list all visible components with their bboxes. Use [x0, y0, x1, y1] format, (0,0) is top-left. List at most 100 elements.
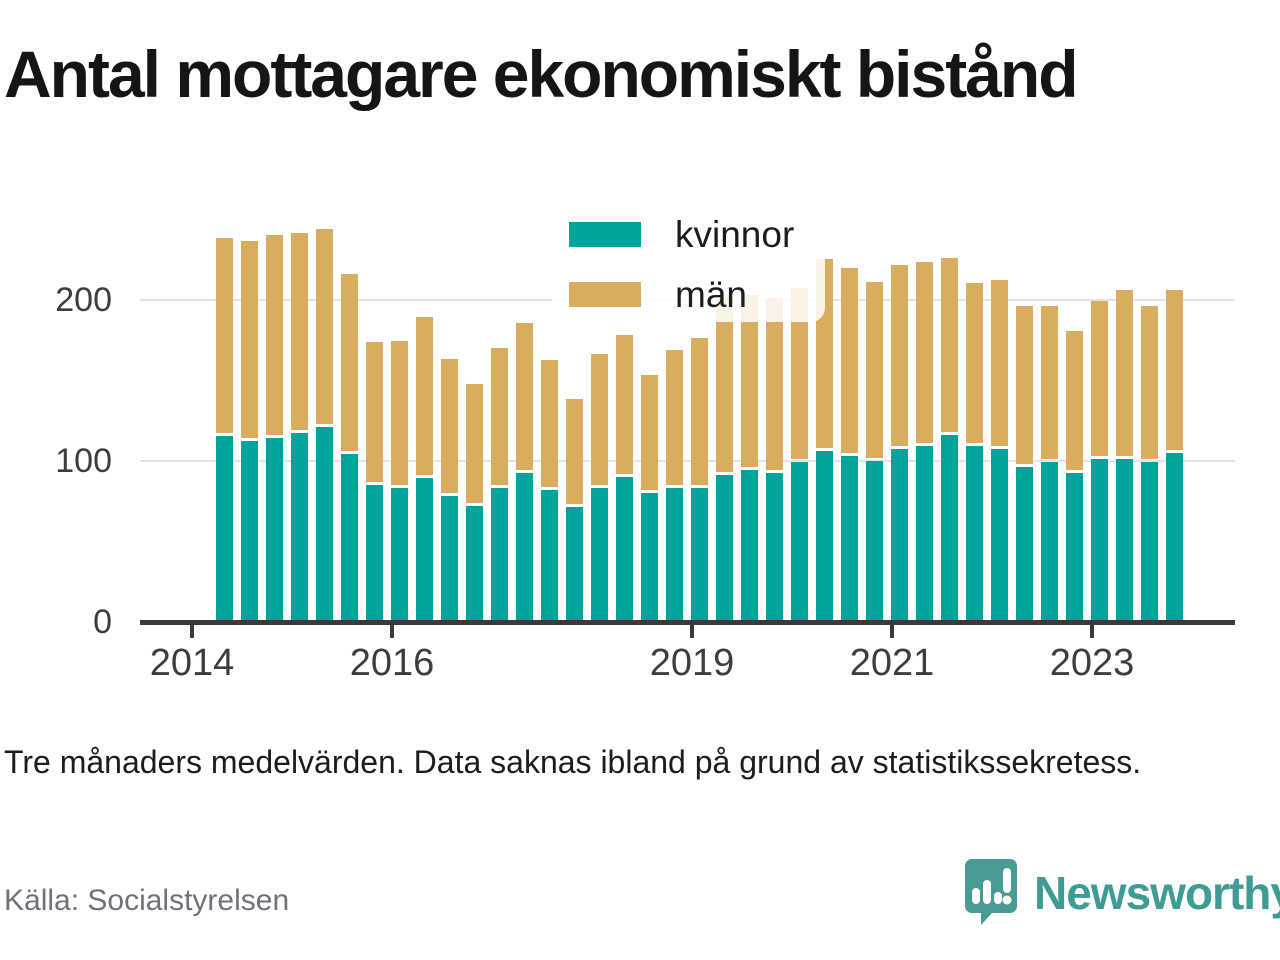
plot-area: 2014 2016 2019 2021 2023 — [140, 150, 1235, 684]
segment-kvinnor — [791, 462, 808, 620]
legend-item-kvinnor: kvinnor — [569, 216, 794, 253]
stacked-bar-2021-Q2 — [916, 262, 933, 620]
segment-man — [566, 399, 583, 504]
segment-man — [316, 229, 333, 424]
segment-man — [366, 342, 383, 482]
segment-kvinnor — [391, 488, 408, 620]
x-tick-label-2014: 2014 — [149, 642, 235, 684]
stacked-bar-2014-Q2 — [216, 238, 233, 620]
stacked-bar-2018-Q3 — [641, 375, 658, 620]
stacked-bar-2014-Q3 — [241, 241, 258, 620]
stacked-bar-2016-Q3 — [441, 359, 458, 620]
segment-man — [1016, 306, 1033, 464]
segment-man — [541, 360, 558, 487]
segment-kvinnor — [416, 478, 433, 620]
segment-man — [841, 268, 858, 453]
stacked-bar-2016-Q4 — [466, 383, 483, 620]
segment-kvinnor — [641, 493, 658, 620]
stacked-bar-2015-Q4 — [366, 341, 383, 620]
segment-man — [1041, 306, 1058, 459]
stacked-bar-2016-Q2 — [416, 317, 433, 620]
y-tick-label-0: 0 — [93, 603, 112, 641]
segment-kvinnor — [616, 477, 633, 620]
x-tick-2023 — [1090, 625, 1094, 638]
stacked-bar-2018-Q4 — [666, 350, 683, 620]
y-tick-label-100: 100 — [55, 442, 112, 480]
segment-man — [691, 338, 708, 485]
segment-kvinnor — [1091, 459, 1108, 620]
segment-man — [341, 274, 358, 451]
stacked-bar-2022-Q1 — [991, 280, 1008, 620]
stacked-bar-2020-Q1 — [791, 288, 808, 620]
segment-man — [391, 341, 408, 485]
stacked-bar-2023-Q4 — [1166, 290, 1183, 620]
stacked-bar-2019-Q4 — [766, 298, 783, 620]
segment-kvinnor — [1016, 467, 1033, 620]
segment-kvinnor — [716, 475, 733, 620]
segment-kvinnor — [1116, 459, 1133, 620]
segment-kvinnor — [366, 485, 383, 620]
segment-man — [416, 317, 433, 475]
segment-man — [291, 233, 308, 430]
newsworthy-speech-bubble-chart-icon — [965, 859, 1017, 925]
x-tick-label-2023: 2023 — [1049, 642, 1135, 684]
brand-name: Newsworthy — [1034, 867, 1280, 919]
segment-kvinnor — [541, 490, 558, 620]
stacked-bar-2018-Q1 — [591, 354, 608, 620]
stacked-bar-2020-Q4 — [866, 282, 883, 620]
segment-man — [491, 348, 508, 485]
stacked-bar-2017-Q3 — [541, 359, 558, 620]
segment-kvinnor — [766, 473, 783, 620]
x-tick-2019 — [690, 625, 694, 638]
stacked-bar-2015-Q2 — [316, 229, 333, 620]
segment-man — [266, 235, 283, 435]
segment-man — [591, 354, 608, 485]
segment-man — [716, 296, 733, 472]
kvinnor-swatch-icon — [569, 222, 641, 247]
segment-kvinnor — [891, 449, 908, 620]
segment-man — [216, 238, 233, 433]
segment-kvinnor — [491, 488, 508, 620]
segment-man — [941, 258, 958, 432]
stacked-bar-2023-Q2 — [1116, 290, 1133, 620]
stacked-bar-2021-Q1 — [891, 265, 908, 620]
stacked-bar-2016-Q1 — [391, 341, 408, 620]
segment-kvinnor — [666, 488, 683, 620]
segment-kvinnor — [941, 435, 958, 620]
segment-kvinnor — [1166, 453, 1183, 620]
segment-kvinnor — [566, 507, 583, 620]
segment-kvinnor — [741, 470, 758, 620]
segment-kvinnor — [341, 454, 358, 620]
chart-footnote: Tre månaders medelvärden. Data saknas ib… — [4, 744, 1142, 780]
x-tick-2021 — [890, 625, 894, 638]
stacked-bar-2015-Q1 — [291, 233, 308, 620]
x-tick-label-2016: 2016 — [349, 642, 435, 684]
stacked-bar-2015-Q3 — [341, 274, 358, 620]
stacked-bar-2017-Q1 — [491, 348, 508, 620]
segment-kvinnor — [1066, 473, 1083, 620]
segment-man — [991, 280, 1008, 446]
segment-kvinnor — [691, 488, 708, 620]
source-attribution: Källa: Socialstyrelsen — [4, 884, 290, 917]
segment-man — [641, 375, 658, 490]
x-tick-label-2021: 2021 — [849, 642, 935, 684]
segment-kvinnor — [316, 427, 333, 620]
segment-kvinnor — [516, 473, 533, 620]
x-axis-line — [140, 620, 1235, 625]
stacked-bar-2017-Q2 — [516, 323, 533, 620]
segment-kvinnor — [916, 446, 933, 620]
segment-man — [866, 282, 883, 458]
segment-man — [741, 295, 758, 467]
stacked-bar-2023-Q1 — [1091, 301, 1108, 620]
legend-item-man: män — [569, 276, 747, 313]
stacked-bar-2022-Q3 — [1041, 306, 1058, 620]
y-tick-label-200: 200 — [55, 281, 112, 319]
stacked-bar-2022-Q4 — [1066, 331, 1083, 620]
segment-man — [441, 359, 458, 493]
stacked-bar-2019-Q1 — [691, 338, 708, 620]
segment-kvinnor — [241, 441, 258, 620]
segment-man — [791, 288, 808, 459]
newsworthy-logo: Newsworthy — [962, 856, 1280, 928]
segment-kvinnor — [291, 433, 308, 620]
